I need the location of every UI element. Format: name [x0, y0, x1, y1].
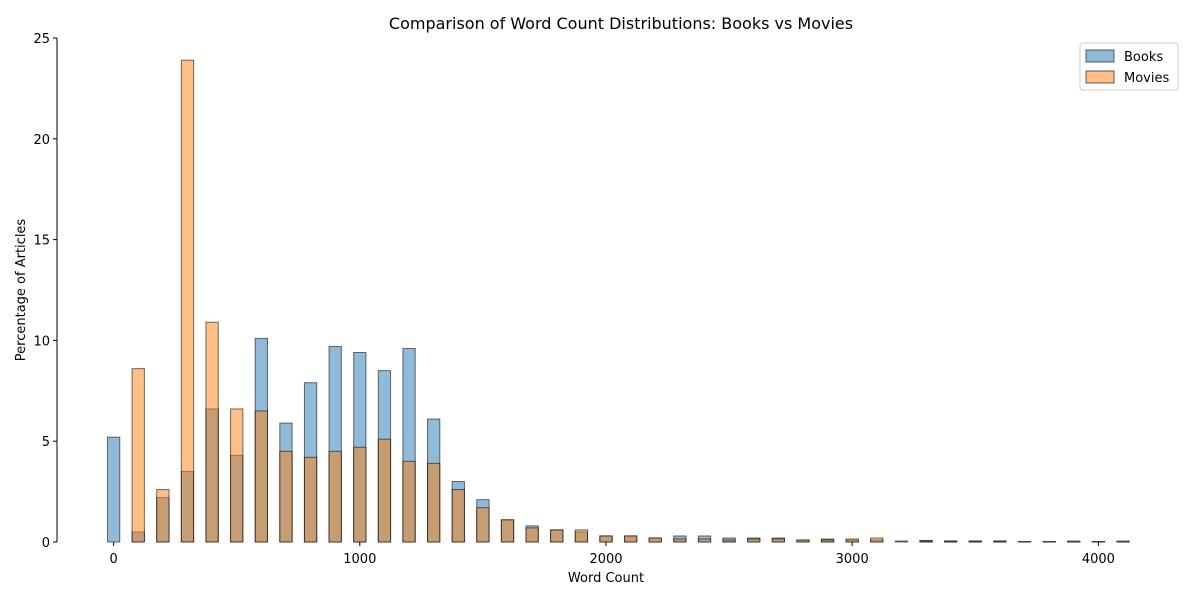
x-tick-label: 2000	[589, 552, 622, 567]
ticks: 0 5 10 15 20 25 0 1000 2000 3000 4000	[33, 32, 1114, 567]
bar-movies-500	[230, 408, 244, 543]
legend: Books Movies	[1079, 42, 1179, 91]
x-axis-label: Word Count	[568, 571, 644, 586]
bar-movies-2900	[820, 539, 835, 543]
bar-movies-2500	[722, 539, 736, 543]
bar-movies-2100	[623, 535, 638, 543]
bar-movies-2700	[771, 538, 785, 543]
x-tick-label: 4000	[1082, 552, 1115, 567]
legend-swatch-books	[1085, 49, 1115, 63]
y-tick-label: 10	[33, 334, 50, 349]
chart-title: Comparison of Word Count Distributions: …	[389, 14, 853, 33]
bar-movies-700	[279, 450, 293, 543]
bar-movies-2400	[697, 538, 712, 543]
series-movies	[131, 59, 1130, 543]
legend-label-movies: Movies	[1124, 71, 1169, 86]
y-tick-label: 0	[42, 536, 50, 551]
bar-movies-800	[303, 456, 318, 543]
legend-label-books: Books	[1124, 50, 1163, 65]
bar-movies-2800	[796, 539, 810, 543]
legend-swatch-movies	[1085, 70, 1115, 84]
bar-movies-2600	[747, 538, 761, 543]
bar-movies-1400	[451, 489, 465, 543]
bar-movies-1200	[402, 460, 416, 543]
y-axis-label: Percentage of Articles	[14, 219, 29, 362]
y-tick-label: 5	[42, 435, 50, 450]
bar-books-0	[106, 436, 121, 543]
bar-movies-100	[131, 368, 145, 543]
bar-movies-4100	[1116, 540, 1130, 543]
bar-movies-1900	[574, 529, 589, 543]
bar-movies-200	[156, 489, 170, 543]
y-tick-label: 20	[33, 133, 50, 148]
x-tick-label: 3000	[836, 552, 869, 567]
bar-books-3200	[894, 540, 909, 543]
bar-movies-600	[254, 410, 268, 543]
bar-movies-1600	[500, 519, 515, 543]
bar-movies-400	[205, 321, 219, 543]
bar-movies-300	[180, 59, 195, 543]
bar-movies-2300	[673, 538, 687, 543]
bar-movies-3100	[870, 537, 884, 543]
bars	[106, 59, 1130, 543]
bar-movies-3400	[944, 540, 958, 543]
bar-movies-3500	[968, 540, 982, 543]
bar-movies-3600	[993, 540, 1007, 543]
bar-movies-900	[328, 450, 342, 543]
x-tick-label: 0	[109, 552, 117, 567]
bar-movies-3900	[1067, 540, 1081, 543]
bar-movies-2200	[648, 537, 662, 543]
y-tick-label: 15	[33, 234, 50, 249]
bar-movies-1800	[550, 529, 564, 543]
bar-movies-1700	[525, 527, 539, 543]
x-tick-label: 1000	[343, 552, 376, 567]
bar-movies-3300	[919, 540, 933, 543]
bar-movies-2000	[599, 535, 613, 543]
y-tick-label: 25	[33, 32, 50, 47]
bar-movies-1000	[353, 446, 367, 543]
bar-movies-1500	[476, 507, 490, 543]
bar-movies-1100	[377, 438, 392, 543]
bar-movies-1300	[427, 462, 441, 543]
bar-movies-3000	[845, 538, 859, 543]
